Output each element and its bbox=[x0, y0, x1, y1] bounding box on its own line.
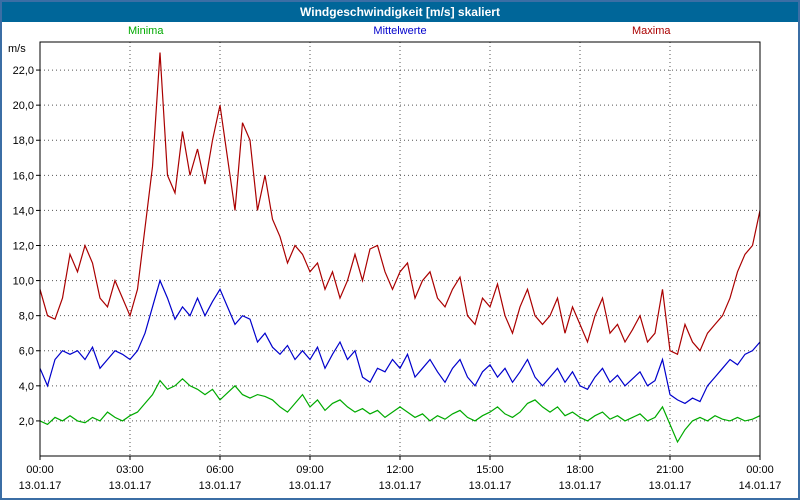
x-tick-date: 13.01.17 bbox=[469, 480, 512, 492]
x-tick-time: 09:00 bbox=[296, 464, 324, 476]
series-line-minima bbox=[39, 377, 761, 444]
x-tick-time: 15:00 bbox=[476, 464, 504, 476]
title-bar: Windgeschwindigkeit [m/s] skaliert bbox=[2, 2, 798, 22]
x-tick-date: 13.01.17 bbox=[649, 480, 692, 492]
series-line-maxima bbox=[39, 52, 761, 356]
x-tick-time: 21:00 bbox=[656, 464, 684, 476]
x-tick-time: 00:00 bbox=[746, 464, 774, 476]
x-tick-date: 13.01.17 bbox=[199, 480, 242, 492]
x-tick-time: 12:00 bbox=[386, 464, 414, 476]
chart-title: Windgeschwindigkeit [m/s] skaliert bbox=[300, 5, 500, 19]
y-tick-label: 2,0 bbox=[19, 416, 34, 428]
chart-legend: Minima Mittelwerte Maxima bbox=[2, 22, 798, 40]
x-tick-date: 14.01.17 bbox=[739, 480, 782, 492]
y-tick-label: 22,0 bbox=[13, 65, 34, 77]
x-tick-date: 13.01.17 bbox=[19, 480, 62, 492]
x-tick-date: 13.01.17 bbox=[109, 480, 152, 492]
y-tick-label: 16,0 bbox=[13, 170, 34, 182]
y-tick-label: 18,0 bbox=[13, 135, 34, 147]
y-tick-label: 8,0 bbox=[19, 311, 34, 323]
y-tick-label: 12,0 bbox=[13, 240, 34, 252]
legend-minima: Minima bbox=[128, 25, 164, 37]
gridlines bbox=[40, 42, 760, 456]
legend-mittelwerte: Mittelwerte bbox=[373, 25, 427, 37]
y-tick-label: 14,0 bbox=[13, 205, 34, 217]
wind-speed-chart: 2,0 4,0 6,0 8,0 10,0 12,0 14,0 16,0 18,0 20,0 22,0… bbox=[8, 41, 782, 492]
y-tick-label: 6,0 bbox=[19, 346, 34, 358]
y-axis-unit-label: m/s bbox=[8, 43, 26, 55]
x-tick-date: 13.01.17 bbox=[559, 480, 602, 492]
y-axis: 2,0 4,0 6,0 8,0 10,0 12,0 14,0 16,0 18,0 20,0 22,0… bbox=[8, 43, 40, 428]
x-tick-time: 18:00 bbox=[566, 464, 594, 476]
x-tick-date: 13.01.17 bbox=[379, 480, 422, 492]
legend-maxima: Maxima bbox=[632, 25, 671, 37]
y-tick-label: 10,0 bbox=[13, 276, 34, 288]
x-tick-time: 03:00 bbox=[116, 464, 144, 476]
y-tick-label: 20,0 bbox=[13, 100, 34, 112]
series-line-mittelwerte bbox=[39, 278, 761, 405]
x-axis: 00:00 13.01.17 03:00 13.01.17 06:00 13.01.17 0… bbox=[19, 456, 782, 492]
x-tick-time: 00:00 bbox=[26, 464, 54, 476]
y-tick-label: 4,0 bbox=[19, 381, 34, 393]
x-tick-time: 06:00 bbox=[206, 464, 234, 476]
plot-area bbox=[40, 42, 760, 456]
x-tick-date: 13.01.17 bbox=[289, 480, 332, 492]
